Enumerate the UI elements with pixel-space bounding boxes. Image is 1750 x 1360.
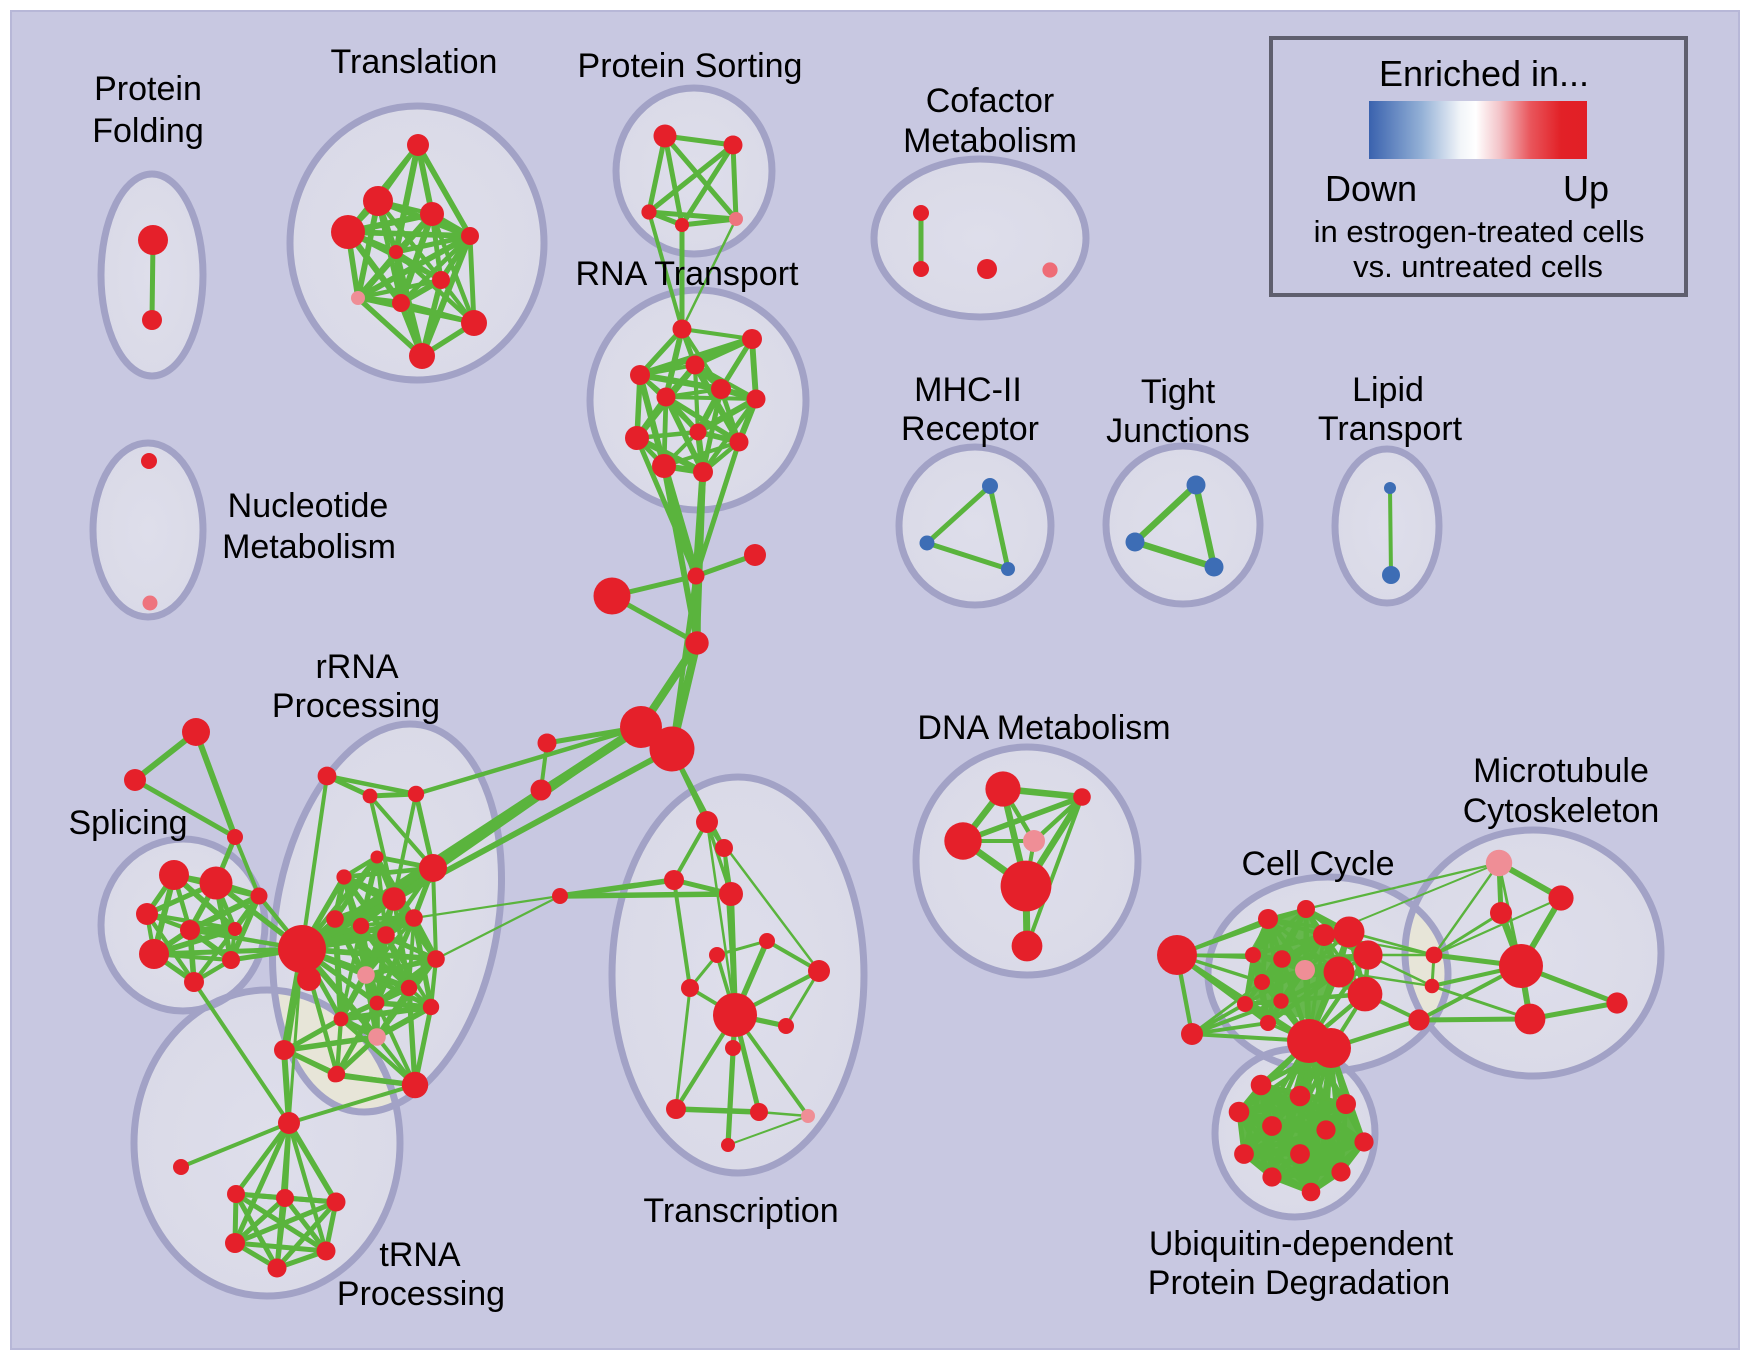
svg-text:Transport: Transport: [1318, 410, 1463, 448]
svg-text:Cell Cycle: Cell Cycle: [1241, 845, 1394, 883]
svg-text:Metabolism: Metabolism: [903, 122, 1077, 160]
svg-text:Transcription: Transcription: [643, 1192, 838, 1230]
svg-text:Receptor: Receptor: [901, 410, 1039, 448]
svg-text:Cytoskeleton: Cytoskeleton: [1463, 792, 1660, 830]
svg-text:Processing: Processing: [337, 1275, 505, 1313]
svg-text:Protein Sorting: Protein Sorting: [578, 47, 803, 85]
svg-text:MHC-II: MHC-II: [914, 371, 1022, 409]
svg-text:rRNA: rRNA: [315, 648, 398, 686]
svg-text:Up: Up: [1563, 168, 1609, 209]
svg-text:in estrogen-treated cells: in estrogen-treated cells: [1314, 214, 1645, 249]
svg-text:Down: Down: [1325, 168, 1417, 209]
svg-text:vs. untreated cells: vs. untreated cells: [1353, 249, 1603, 284]
svg-text:Protein: Protein: [94, 70, 202, 108]
svg-text:Ubiquitin-dependent: Ubiquitin-dependent: [1149, 1225, 1454, 1263]
svg-text:Microtubule: Microtubule: [1473, 752, 1649, 790]
svg-text:Tight: Tight: [1141, 373, 1216, 411]
svg-text:DNA Metabolism: DNA Metabolism: [917, 709, 1170, 747]
svg-text:Lipid: Lipid: [1352, 371, 1424, 409]
svg-text:Nucleotide: Nucleotide: [228, 487, 389, 525]
svg-text:Junctions: Junctions: [1106, 412, 1250, 450]
svg-text:RNA Transport: RNA Transport: [576, 255, 800, 293]
svg-text:Splicing: Splicing: [68, 804, 187, 842]
svg-text:Metabolism: Metabolism: [222, 528, 396, 566]
svg-text:Processing: Processing: [272, 687, 440, 725]
svg-text:Enriched in...: Enriched in...: [1379, 53, 1589, 94]
svg-text:Translation: Translation: [331, 43, 498, 81]
svg-text:tRNA: tRNA: [379, 1236, 461, 1274]
svg-text:Folding: Folding: [92, 112, 204, 150]
svg-text:Cofactor: Cofactor: [926, 82, 1055, 120]
svg-text:Protein Degradation: Protein Degradation: [1148, 1264, 1450, 1302]
